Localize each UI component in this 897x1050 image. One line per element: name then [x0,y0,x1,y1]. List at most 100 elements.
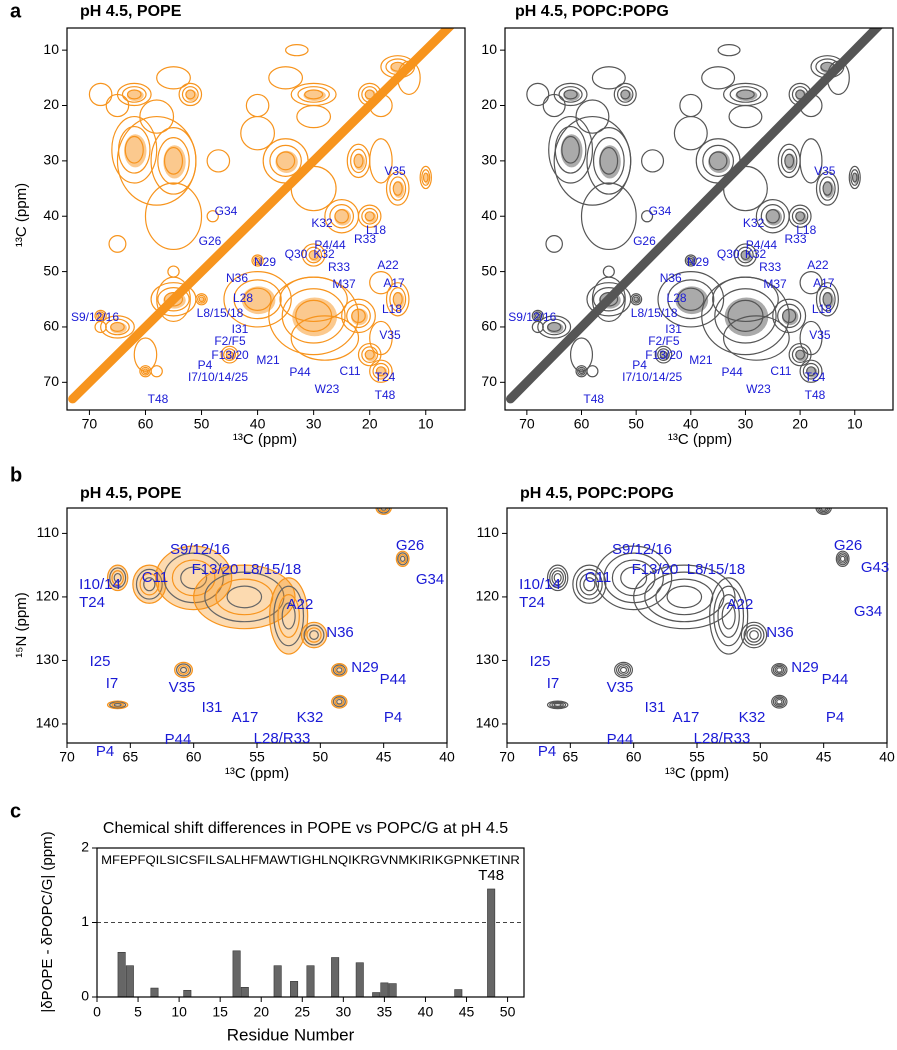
contour [616,86,634,103]
peak-label: G34 [215,204,238,218]
y-tick-label: 120 [476,588,500,604]
contour [633,564,736,630]
contour [126,89,144,101]
y-axis-label: |δPOPE - δPOPC/G| (ppm) [39,831,56,1012]
contour [100,315,135,339]
contour [332,664,346,676]
contour [108,235,127,253]
y-tick-label: 2 [81,839,89,855]
contour [110,322,127,334]
peak-label: I7 [106,675,119,692]
y-tick-label: 40 [43,207,59,223]
contour [837,552,849,566]
peak-label: P44 [822,671,849,688]
x-tick-label: 60 [574,416,590,432]
contour [361,346,379,363]
peak-label: I7/10/14/25 [188,370,248,384]
peak-label: L18 [366,223,386,237]
peak-label: I10/14 [79,576,121,593]
x-tick-label: 60 [138,416,154,432]
x-tick-label: 40 [879,749,895,765]
contour [398,553,407,564]
contour [105,93,130,118]
contour [551,702,564,708]
contour [226,585,263,609]
contour [537,315,572,339]
contour [713,585,745,647]
contour [113,702,122,707]
contour [708,150,731,173]
contour [729,86,762,103]
y-tick-label: 10 [481,41,497,57]
x-tick-label: 50 [753,749,769,765]
x-tick-label: 40 [250,416,266,432]
contour [133,337,158,372]
contour [799,93,823,118]
contour [592,287,625,312]
x-tick-label: 50 [628,416,644,432]
contour [848,165,861,190]
contour [132,564,167,604]
contour [336,667,343,673]
contour [277,594,300,638]
peak-label: N36 [660,271,682,285]
peak-label: L8/15/18 [197,306,244,320]
y-tick-label: 130 [36,651,60,667]
y-tick-label: 140 [476,715,500,731]
peak-label: W23 [746,382,771,396]
contour [620,89,632,101]
contour [558,86,583,103]
contour [533,311,543,321]
contour [397,60,421,96]
contour [156,66,191,90]
contour [616,663,632,677]
x-tick-label: 50 [194,416,210,432]
contour [372,362,390,380]
contour [223,348,237,362]
contour [365,211,377,223]
contour [686,256,696,265]
contour [143,577,156,592]
peak-label: M37 [332,277,356,291]
x-tick-label: 45 [376,749,392,765]
y-tick-label: 60 [43,318,59,334]
x-tick-label: 65 [563,749,579,765]
contour [300,621,328,649]
sequence: MFEPFQILSICSFILSALHFMAWTIGHLNQIKRGVNMKIR… [101,853,520,867]
peak-label: P4/44 [314,238,346,252]
peak-label: I7 [547,675,560,692]
peak-label: F13/20 [192,561,239,578]
bar [388,983,397,998]
peak-label: L8/15/18 [687,561,745,578]
peak-label: Q30 [285,247,308,261]
contour [714,288,777,344]
bar [380,982,389,998]
contour [749,630,759,640]
contour [586,127,632,195]
contour [776,698,783,705]
contour [185,89,197,101]
y-tick-label: 1 [81,913,89,929]
contour [144,182,203,251]
contour [784,153,796,171]
contour [135,568,163,600]
contour [788,204,812,228]
contour [603,552,664,604]
x-tick-label: 30 [336,1004,352,1020]
peak-label: R33 [328,260,350,274]
bar [331,957,340,998]
contour [572,564,607,604]
peak-label: K32 [745,247,767,261]
peak-label: I25 [530,653,551,670]
contour [780,148,798,174]
y-tick-label: 70 [481,373,497,389]
x-tick-label: 70 [59,749,75,765]
panel-title: pH 4.5, POPE [80,3,182,20]
contour [150,127,197,195]
contour [743,624,765,646]
bar-annotation: T48 [478,867,504,884]
contour [389,176,407,201]
contour [334,665,345,675]
contour [702,144,735,177]
contour [620,566,648,590]
